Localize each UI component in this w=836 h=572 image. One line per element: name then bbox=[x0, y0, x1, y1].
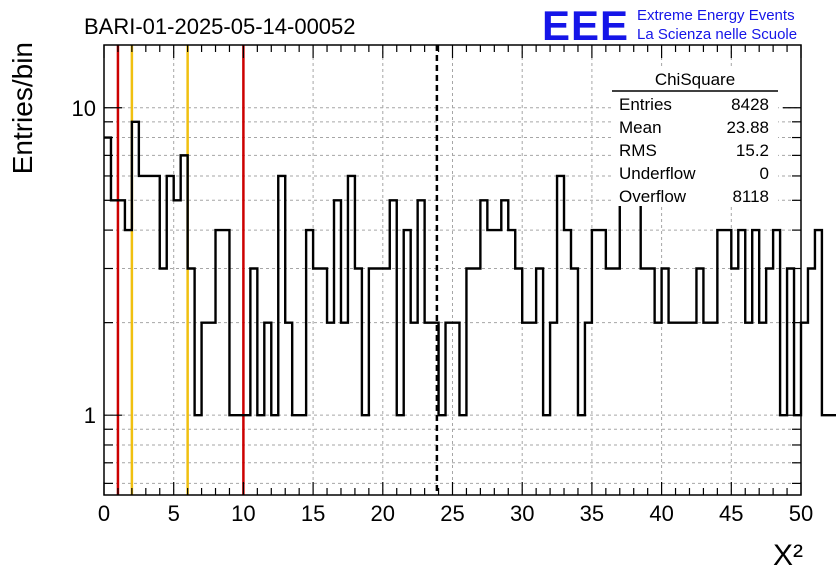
logo-line-2: La Scienza nelle Scuole bbox=[637, 26, 797, 43]
y-tick-label: 1 bbox=[84, 403, 96, 428]
stats-label-overflow: Overflow bbox=[619, 187, 687, 206]
stats-label-entries: Entries bbox=[619, 95, 672, 114]
x-tick-label: 5 bbox=[168, 501, 180, 526]
stats-value-overflow: 8118 bbox=[732, 187, 769, 206]
x-tick-label: 35 bbox=[580, 501, 604, 526]
eee-logo: EEE Extreme Energy Events La Scienza nel… bbox=[542, 2, 797, 49]
stats-box: ChiSquare Entries 8428 Mean 23.88 RMS 15… bbox=[612, 66, 778, 206]
x-tick-label: 0 bbox=[98, 501, 110, 526]
axis-ticks bbox=[103, 45, 802, 495]
stats-title: ChiSquare bbox=[655, 70, 735, 89]
logo-mark: EEE bbox=[542, 2, 629, 49]
marker-lines bbox=[116, 45, 439, 495]
stats-value-rms: 15.2 bbox=[736, 141, 769, 160]
stats-value-mean: 23.88 bbox=[726, 118, 769, 137]
x-tick-label: 10 bbox=[231, 501, 255, 526]
stats-box-background bbox=[612, 66, 778, 206]
stats-label-underflow: Underflow bbox=[619, 164, 696, 183]
x-tick-label: 30 bbox=[510, 501, 534, 526]
y-tick-label: 10 bbox=[72, 96, 96, 121]
stats-label-mean: Mean bbox=[619, 118, 662, 137]
x-tick-label: 15 bbox=[301, 501, 325, 526]
tick-labels: 0 5 10 15 20 25 30 35 40 45 50 1 10 bbox=[72, 96, 814, 526]
x-tick-label: 50 bbox=[789, 501, 813, 526]
x-axis-title: X² bbox=[773, 539, 803, 572]
histogram-step-line bbox=[104, 120, 836, 417]
x-tick-label: 40 bbox=[649, 501, 673, 526]
x-tick-label: 25 bbox=[440, 501, 464, 526]
x-tick-label: 45 bbox=[719, 501, 743, 526]
y-axis-title: Entries/bin bbox=[7, 42, 38, 174]
run-title: BARI-01-2025-05-14-00052 bbox=[84, 14, 356, 39]
stats-label-rms: RMS bbox=[619, 141, 657, 160]
histogram-series bbox=[104, 120, 836, 417]
x-tick-label: 20 bbox=[371, 501, 395, 526]
stats-value-underflow: 0 bbox=[760, 164, 769, 183]
stats-value-entries: 8428 bbox=[731, 95, 769, 114]
logo-line-1: Extreme Energy Events bbox=[637, 7, 795, 24]
